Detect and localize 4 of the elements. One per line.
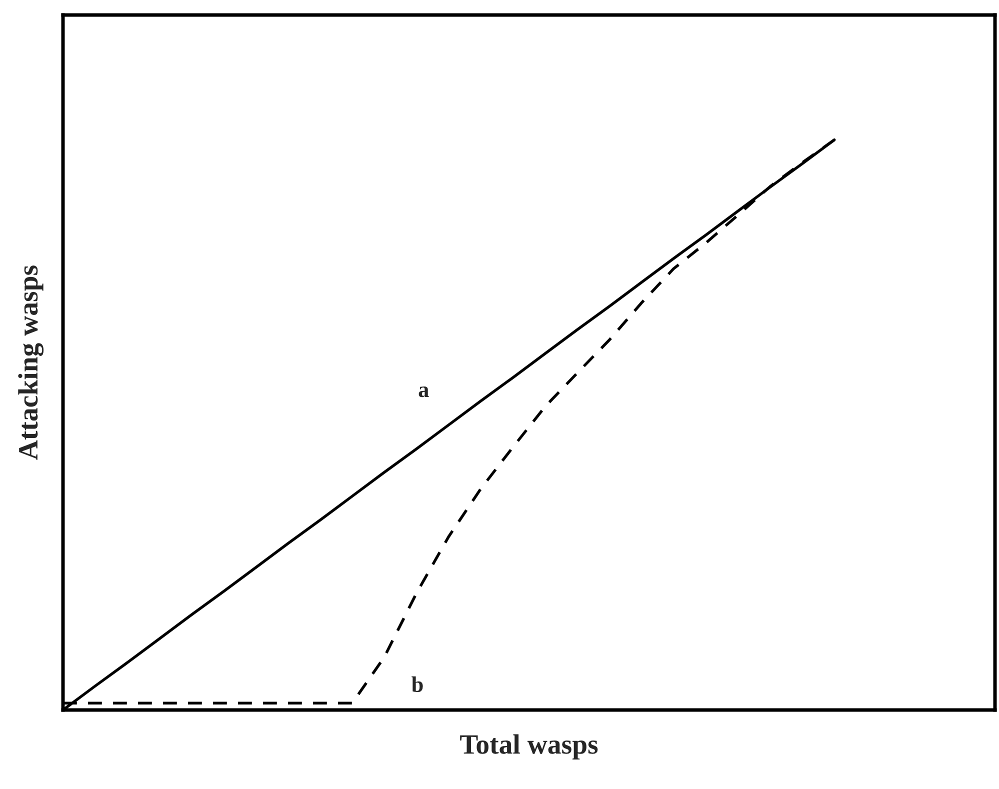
x-axis-title: Total wasps [460,734,598,760]
series-label: a [418,386,429,398]
y-axis-title: Attacking wasps [18,266,44,460]
series-label: b [412,676,423,692]
